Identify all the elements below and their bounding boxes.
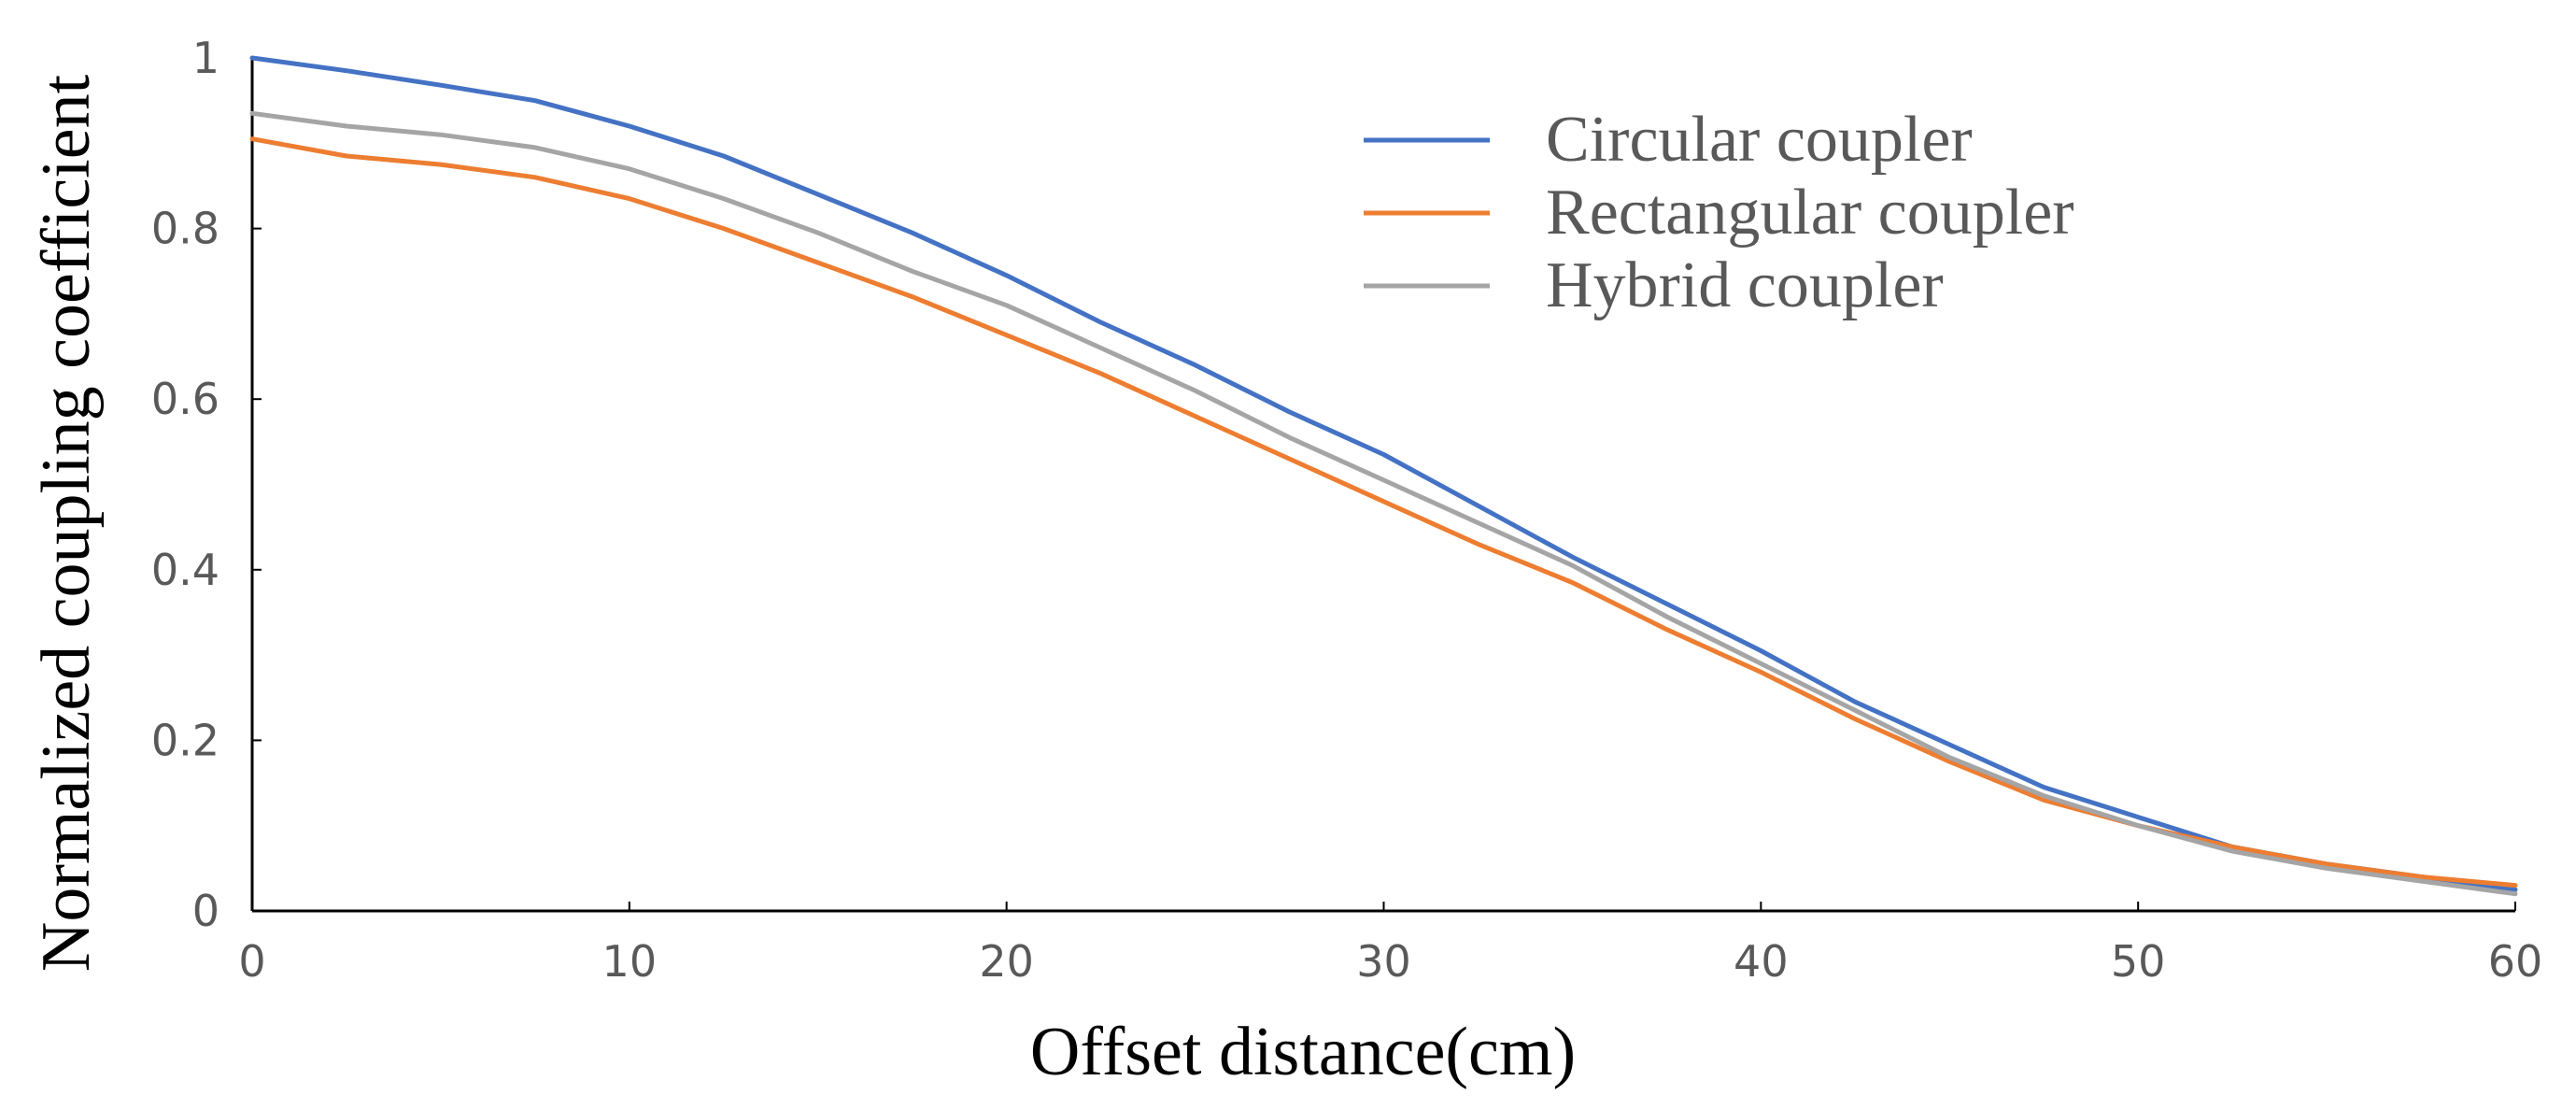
y-tick-label: 0.6 — [151, 374, 219, 424]
x-tick-label: 20 — [979, 936, 1034, 987]
series-line-rectangular-coupler — [249, 136, 2518, 889]
x-ticks: 0 10 20 30 40 50 60 — [238, 902, 2542, 987]
series-lines — [249, 55, 2518, 897]
y-axis-title: Normalized coupling coefficient — [28, 74, 105, 972]
x-tick-label: 60 — [2488, 936, 2543, 987]
y-tick-label: 0.4 — [151, 545, 219, 595]
y-tick-label: 0 — [192, 886, 219, 936]
legend-label-rectangular-coupler: Rectangular coupler — [1546, 177, 2074, 249]
legend-label-circular-coupler: Circular coupler — [1546, 104, 1973, 176]
x-tick-label: 30 — [1356, 936, 1411, 987]
y-tick-label: 1 — [192, 33, 219, 83]
y-ticks: 0 0.2 0.4 0.6 0.8 1 — [151, 33, 262, 936]
axes — [250, 58, 2515, 913]
x-tick-label: 10 — [602, 936, 658, 987]
legend-label-hybrid-coupler: Hybrid coupler — [1546, 249, 1944, 321]
y-tick-label: 0.2 — [151, 715, 219, 765]
x-axis-title: Offset distance(cm) — [1030, 1014, 1576, 1090]
x-tick-label: 50 — [2111, 936, 2166, 987]
x-tick-label: 0 — [238, 936, 265, 987]
series-line-hybrid-coupler — [249, 110, 2518, 897]
x-tick-label: 40 — [1734, 936, 1789, 987]
y-tick-label: 0.8 — [151, 204, 219, 254]
series-line-circular-coupler — [249, 55, 2518, 892]
